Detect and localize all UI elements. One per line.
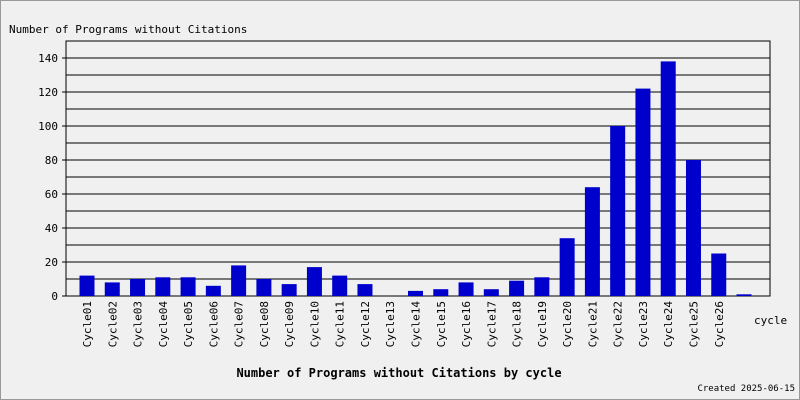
x-tick-label: Cycle03 [132, 301, 145, 347]
bar [256, 279, 272, 296]
x-tick-label: Cycle10 [308, 301, 321, 347]
bar [483, 289, 499, 296]
bar [660, 61, 676, 297]
x-tick-label: Cycle06 [207, 301, 220, 347]
bar [408, 290, 424, 296]
bar [231, 265, 247, 296]
bar [130, 279, 146, 296]
x-axis-label: cycle [754, 314, 787, 327]
y-tick-label: 80 [45, 154, 58, 167]
bar [205, 285, 221, 296]
y-tick-label: 100 [38, 120, 58, 133]
x-tick-label: Cycle11 [334, 301, 347, 347]
bar [79, 275, 95, 296]
x-tick-label: Cycle08 [258, 301, 271, 347]
bar [104, 282, 120, 296]
bar [534, 277, 550, 296]
x-tick-label: Cycle23 [637, 301, 650, 347]
x-tick-label: Cycle09 [283, 301, 296, 347]
x-tick-label: Cycle17 [485, 301, 498, 347]
plot-area [65, 40, 771, 297]
bar [610, 126, 626, 296]
x-tick-label: Cycle20 [561, 301, 574, 347]
bar [357, 284, 373, 296]
bar [559, 238, 575, 296]
x-tick-label: Cycle14 [410, 301, 423, 348]
y-tick-label: 40 [45, 222, 58, 235]
x-tick-label: Cycle04 [157, 301, 170, 348]
bar [332, 275, 348, 296]
x-tick-label: Cycle24 [662, 301, 675, 348]
y-tick-label: 140 [38, 52, 58, 65]
bar [281, 284, 297, 296]
bar [155, 277, 171, 296]
x-tick-label: Cycle22 [612, 301, 625, 347]
bar [711, 253, 727, 296]
x-tick-label: Cycle26 [713, 301, 726, 347]
x-tick-label: Cycle05 [182, 301, 195, 347]
x-tick-label: Cycle16 [460, 301, 473, 347]
bar [433, 289, 449, 296]
y-tick-label: 0 [51, 290, 58, 303]
bar [458, 282, 474, 296]
x-tick-label: Cycle18 [511, 301, 524, 347]
x-tick-label: Cycle13 [384, 301, 397, 347]
bar [736, 294, 752, 296]
y-tick-label: 60 [45, 188, 58, 201]
bar [180, 277, 196, 296]
chart-title: Number of Programs without Citations [9, 23, 247, 36]
x-tick-label: Cycle07 [233, 301, 246, 347]
x-tick-label: Cycle02 [106, 301, 119, 347]
x-tick-label: Cycle12 [359, 301, 372, 347]
x-axis-title: Number of Programs without Citations by … [236, 366, 561, 380]
bar [306, 267, 322, 296]
y-tick-label: 20 [45, 256, 58, 269]
x-tick-label: Cycle19 [536, 301, 549, 347]
x-tick-label: Cycle01 [81, 301, 94, 347]
y-tick-label: 120 [38, 86, 58, 99]
bar [635, 88, 651, 296]
bar [584, 187, 600, 296]
x-tick-label: Cycle25 [687, 301, 700, 347]
bar [509, 280, 525, 296]
footnote: Created 2025-06-15 [697, 384, 795, 394]
x-tick-label: Cycle21 [586, 301, 599, 347]
bar [685, 160, 701, 296]
x-tick-label: Cycle15 [435, 301, 448, 347]
